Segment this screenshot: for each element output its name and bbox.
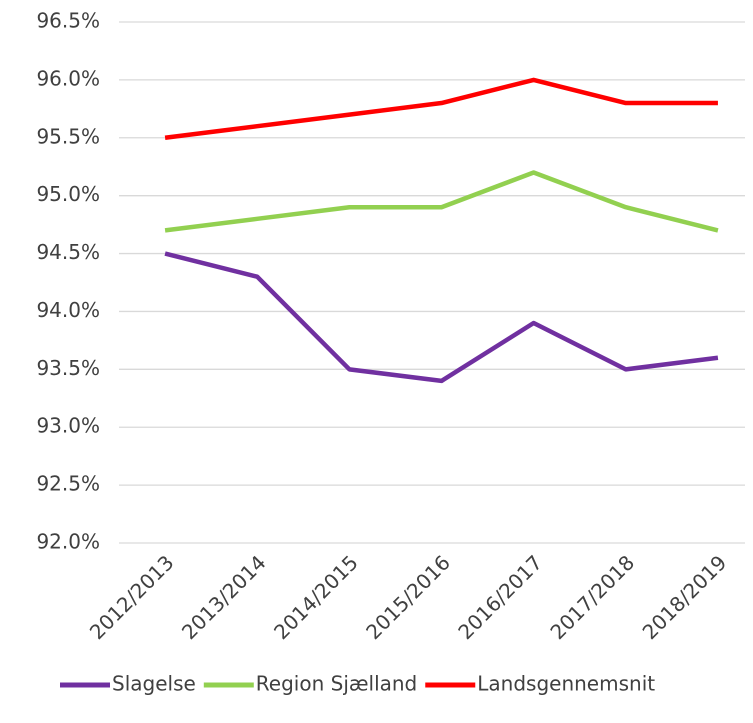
- y-tick-label: 95.5%: [36, 124, 100, 148]
- series-line: [164, 251, 719, 384]
- y-tick-label: 96.5%: [36, 9, 100, 33]
- y-tick-label: 94.0%: [36, 298, 100, 322]
- series-line: [164, 77, 718, 141]
- legend: Slagelse Region Sjælland Landsgennemsnit: [60, 672, 655, 696]
- x-tick-label: 2013/2014: [177, 550, 271, 644]
- y-tick-label: 94.5%: [36, 240, 100, 264]
- y-tick-label: 93.5%: [36, 356, 100, 380]
- x-tick-label: 2017/2018: [545, 550, 639, 644]
- legend-label: Slagelse: [112, 672, 196, 696]
- legend-label: Region Sjælland: [256, 672, 417, 696]
- x-tick-label: 2018/2019: [638, 550, 732, 644]
- y-tick-label: 96.0%: [36, 66, 100, 90]
- y-tick-label: 92.0%: [36, 530, 100, 554]
- y-tick-label: 93.0%: [36, 414, 100, 438]
- series-line: [164, 170, 719, 233]
- x-tick-label: 2012/2013: [85, 550, 179, 644]
- x-tick-label: 2016/2017: [453, 550, 547, 644]
- x-tick-label: 2014/2015: [269, 550, 363, 644]
- x-tick-label: 2015/2016: [361, 550, 455, 644]
- y-tick-label: 92.5%: [36, 472, 100, 496]
- y-tick-label: 95.0%: [36, 182, 100, 206]
- legend-label: Landsgennemsnit: [477, 672, 655, 696]
